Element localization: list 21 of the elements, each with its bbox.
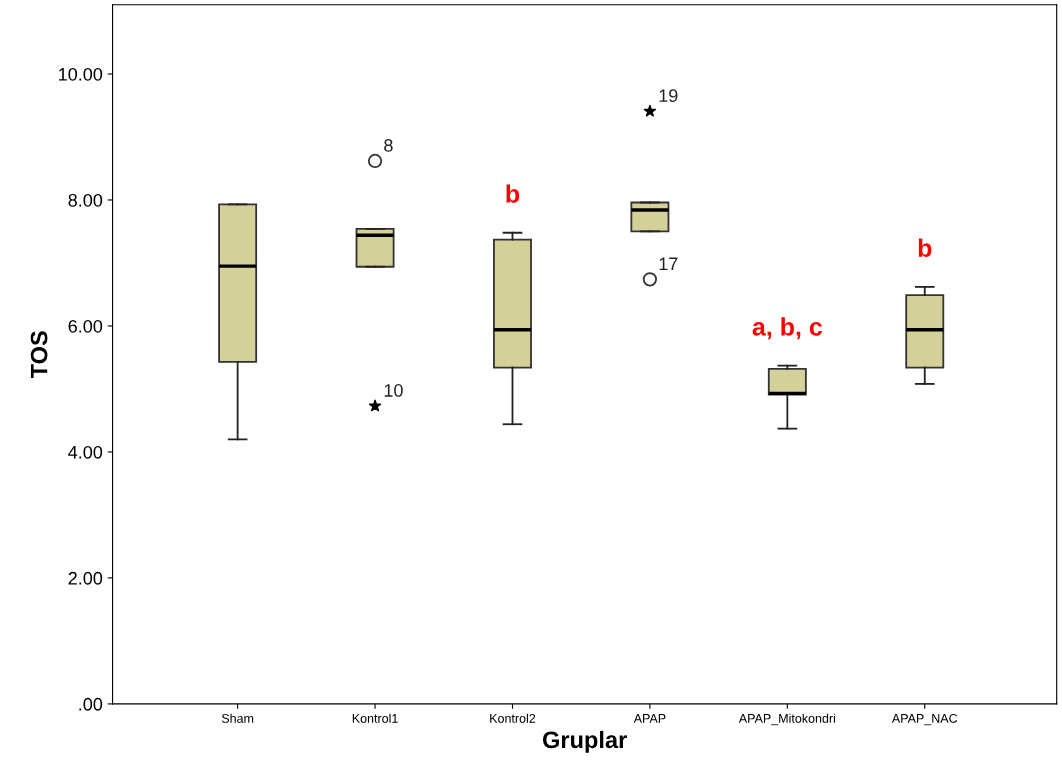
x-axis-title: Gruplar: [542, 730, 627, 753]
y-tick-label: 6.00: [68, 319, 103, 333]
y-tick-label: 2.00: [68, 571, 103, 585]
x-tick-label: APAP_NAC: [891, 713, 958, 726]
x-tick-label: Kontrol1: [352, 713, 398, 723]
annotation: 8: [384, 139, 393, 152]
y-tick-label: 4.00: [68, 445, 103, 459]
y-axis-title: TOS: [30, 331, 48, 379]
annotation: b: [506, 184, 520, 203]
x-tick-label: Kontrol2: [490, 713, 536, 723]
x-tick-label: Sham: [221, 713, 254, 723]
x-tick-label: APAP_Mitokondri: [738, 713, 836, 726]
annotation: 17: [659, 257, 678, 271]
annotation: 10: [384, 384, 403, 397]
annotation: b: [918, 238, 932, 257]
y-tick-label: .00: [79, 697, 103, 711]
x-tick-label: APAP: [633, 714, 666, 723]
y-tick-label: 10.00: [59, 67, 103, 81]
annotation: 19: [659, 89, 678, 103]
annotation: a, b, c: [752, 317, 823, 340]
y-tick-label: 8.00: [68, 193, 103, 207]
